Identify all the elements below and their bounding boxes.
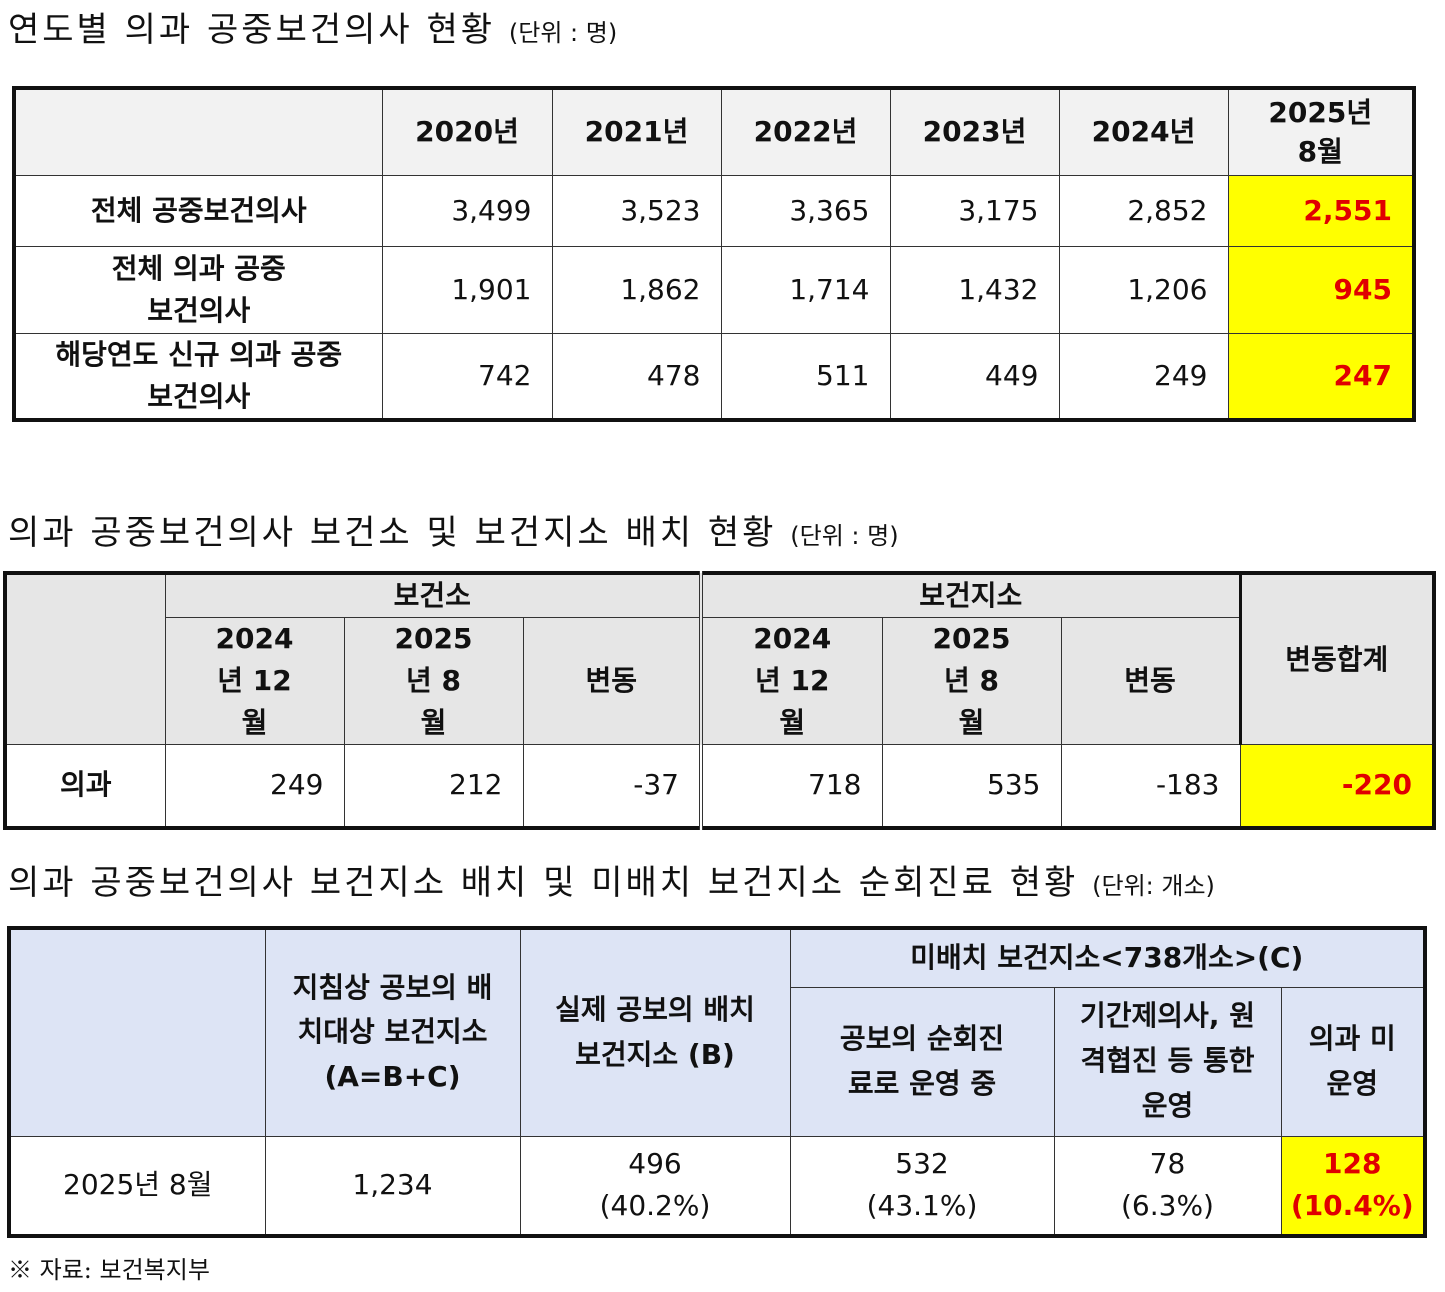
- header-blank: [8, 927, 266, 1137]
- cell: 249: [164, 744, 345, 828]
- header-c-group: 미배치 보건지소<738개소>(C): [789, 927, 1426, 988]
- highlight-cell: -220: [1239, 744, 1435, 828]
- header-sub: 2024년 12월: [164, 617, 345, 745]
- cell: 532 (43.1%): [789, 1135, 1055, 1237]
- header-c2: 기간제의사, 원격협진 등 통한 운영: [1053, 986, 1282, 1137]
- header-a: 지침상 공보의 배치대상 보건지소 (A=B+C): [264, 927, 521, 1137]
- section3-title: 의과 공중보건의사 보건지소 배치 및 미배치 보건지소 순회진료 현황 (단위…: [8, 855, 1215, 904]
- cell: 511: [720, 332, 891, 420]
- yearly-table: 2020년 2021년 2022년 2023년 2024년 2025년 8월 전…: [12, 86, 1416, 422]
- unit-text: (단위 : 명): [508, 19, 618, 47]
- highlight-cell: 247: [1227, 332, 1415, 420]
- header-health-center: 보건소: [164, 572, 703, 618]
- header-blank: [13, 87, 383, 176]
- unit-text: (단위: 개소): [1092, 872, 1215, 900]
- cell: 449: [889, 332, 1060, 420]
- header-sub: 변동: [1060, 617, 1241, 745]
- cell: -183: [1060, 744, 1241, 828]
- cell: 249: [1058, 332, 1229, 420]
- cell: 535: [881, 744, 1062, 828]
- table-row: 전체 공중보건의사 3,499 3,523 3,365 3,175 2,852 …: [13, 174, 1415, 247]
- value: 532: [895, 1147, 949, 1181]
- header-c1: 공보의 순회진료로 운영 중: [789, 986, 1055, 1137]
- percent: (6.3%): [1121, 1189, 1214, 1223]
- cell: 742: [381, 332, 553, 420]
- header-2025-8: 2025년 8월: [1227, 87, 1415, 176]
- cell: 3,175: [889, 174, 1060, 247]
- cell: 1,714: [720, 245, 891, 334]
- cell: 1,901: [381, 245, 553, 334]
- placement-table: 보건소 보건지소 변동합계 2024년 12월 2025년 8월 변동 2024…: [3, 571, 1436, 830]
- cell: 212: [343, 744, 524, 828]
- row-label: 전체 공중보건의사: [13, 174, 383, 247]
- percent: (10.4%): [1290, 1189, 1414, 1223]
- section2-title: 의과 공중보건의사 보건소 및 보건지소 배치 현황 (단위 : 명): [8, 505, 899, 554]
- header-c3: 의과 미운영: [1280, 986, 1426, 1137]
- value: 78: [1149, 1147, 1186, 1181]
- percent: (43.1%): [866, 1189, 978, 1223]
- cell: 1,862: [551, 245, 722, 334]
- source-note: ※ 자료: 보건복지부: [8, 1256, 210, 1284]
- section1-title: 연도별 의과 공중보건의사 현황 (단위 : 명): [8, 2, 617, 51]
- table-row: 2025년 8월 1,234 496 (40.2%) 532 (43.1%) 78 (…: [8, 1135, 1426, 1237]
- table-row: 전체 의과 공중보건의사 1,901 1,862 1,714 1,432 1,2…: [13, 245, 1415, 334]
- percent: (40.2%): [599, 1189, 711, 1223]
- cell: 2,852: [1058, 174, 1229, 247]
- row-label: 해당연도 신규 의과 공중보건의사: [13, 332, 383, 420]
- cell: 1,234: [264, 1135, 521, 1237]
- title-text: 의과 공중보건의사 보건지소 배치 및 미배치 보건지소 순회진료 현황: [8, 863, 1079, 903]
- header-sub: 2024년 12월: [700, 617, 883, 745]
- table-row: 의과 249 212 -37 718 535 -183 -220: [4, 744, 1435, 828]
- header-sub: 변동: [522, 617, 703, 745]
- cell: 1,432: [889, 245, 1060, 334]
- cell: 78 (6.3%): [1053, 1135, 1282, 1237]
- unit-text: (단위 : 명): [790, 522, 899, 550]
- cell: 478: [551, 332, 722, 420]
- header-2022: 2022년: [720, 87, 891, 176]
- row-label: 전체 의과 공중보건의사: [13, 245, 383, 334]
- value: 496: [628, 1147, 682, 1181]
- header-sub: 2025년 8월: [881, 617, 1062, 745]
- highlight-cell: 128 (10.4%): [1280, 1135, 1426, 1237]
- row-label: 의과: [4, 744, 166, 828]
- title-text: 의과 공중보건의사 보건소 및 보건지소 배치 현황: [8, 513, 777, 553]
- header-total-change: 변동합계: [1238, 572, 1435, 745]
- header-2020: 2020년: [381, 87, 553, 176]
- header-2023: 2023년: [889, 87, 1060, 176]
- header-2024: 2024년: [1058, 87, 1229, 176]
- title-text: 연도별 의과 공중보건의사 현황: [8, 10, 496, 50]
- cell: -37: [522, 744, 703, 828]
- value: 128: [1323, 1147, 1382, 1181]
- header-sub: 2025년 8월: [343, 617, 524, 745]
- cell: 3,365: [720, 174, 891, 247]
- header-blank: [4, 572, 166, 745]
- header-b: 실제 공보의 배치 보건지소 (B): [519, 927, 791, 1137]
- row-label: 2025년 8월: [8, 1135, 266, 1237]
- cell: 496 (40.2%): [519, 1135, 791, 1237]
- branch-table: 지침상 공보의 배치대상 보건지소 (A=B+C) 실제 공보의 배치 보건지소…: [7, 926, 1428, 1238]
- cell: 3,523: [551, 174, 722, 247]
- highlight-cell: 2,551: [1227, 174, 1415, 247]
- cell: 718: [700, 744, 883, 828]
- header-2021: 2021년: [551, 87, 722, 176]
- cell: 1,206: [1058, 245, 1229, 334]
- highlight-cell: 945: [1227, 245, 1415, 334]
- cell: 3,499: [381, 174, 553, 247]
- table-row: 해당연도 신규 의과 공중보건의사 742 478 511 449 249 24…: [13, 332, 1415, 420]
- header-branch: 보건지소: [700, 572, 1241, 618]
